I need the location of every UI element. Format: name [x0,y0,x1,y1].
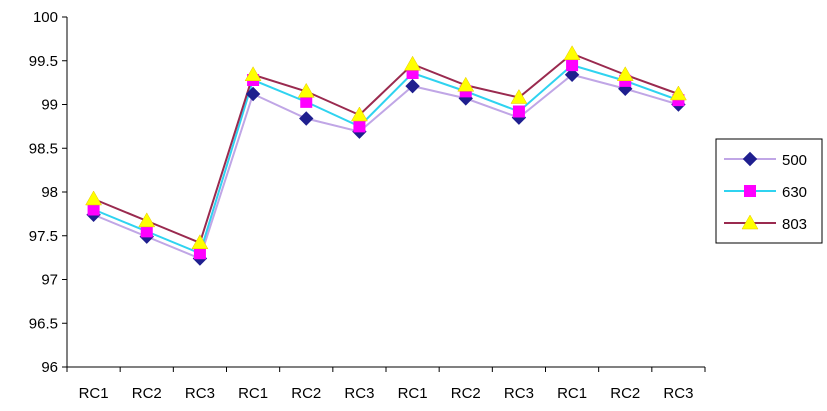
x-axis-tick-label: RC3 [504,385,534,402]
data-point-803 [563,45,581,60]
legend-label: 803 [782,216,807,233]
legend-item-500: 500 [724,151,807,169]
data-point-803 [191,234,209,249]
data-point-500 [564,67,580,82]
chart-legend: 500 630 803 [715,138,823,244]
data-point-500 [405,78,420,94]
y-axis-tick-label: 96 [41,359,58,376]
y-axis-tick-label: 98.5 [29,140,58,157]
y-axis-tick-label: 100 [33,9,58,26]
series-line-500 [93,73,679,260]
series-line-803 [93,52,679,245]
x-axis-tick-label: RC3 [185,385,215,402]
x-axis-tick-label: RC2 [451,385,481,402]
legend-marker-630 [744,185,756,197]
data-point-630 [353,120,366,133]
x-axis-tick-label: RC2 [291,385,321,402]
data-point-803 [457,76,475,92]
legend-marker-500 [742,151,758,167]
data-point-803 [350,106,368,122]
legend-label: 500 [782,152,807,169]
data-point-803 [510,88,528,104]
y-axis-tick-label: 96.5 [29,315,58,332]
data-point-803 [297,82,315,98]
series-markers [85,45,687,266]
legend-label: 630 [782,184,807,201]
data-point-803 [404,55,422,71]
x-axis-tick-label: RC1 [79,385,109,402]
legend-item-630: 630 [724,184,807,201]
x-axis-tick-label: RC3 [344,385,374,402]
y-axis-tick-label: 97 [41,272,58,289]
data-point-630 [512,105,525,118]
y-axis-tick-label: 97.5 [29,228,58,245]
x-axis-tick-label: RC2 [610,385,640,402]
data-point-630 [300,95,313,108]
series-lines [93,52,679,260]
data-point-630 [193,247,206,260]
chart-axes [62,16,706,372]
data-point-630 [140,225,153,238]
legend-marker-803 [741,214,759,230]
data-point-630 [566,59,579,72]
data-point-803 [244,66,262,81]
y-axis-tick-label: 99 [41,97,58,114]
series-line-630 [93,64,679,255]
x-axis-tick-labels: RC1 RC2 RC3 RC1 RC2 RC3 RC1 RC2 RC3 RC1 RC2 RC3 [79,385,694,402]
x-axis-tick-label: RC3 [663,385,693,402]
data-point-630 [87,203,100,216]
x-axis-tick-label: RC1 [557,385,587,402]
y-axis-tick-label: 98 [41,184,58,201]
data-point-500 [245,86,261,102]
x-axis-tick-label: RC2 [132,385,162,402]
data-point-803 [669,85,687,101]
y-axis-tick-label: 99.5 [29,53,58,70]
y-axis-tick-labels: 96 96.5 97 97.5 98 98.5 99 99.5 100 [29,9,58,376]
data-point-500 [299,111,314,126]
data-point-803 [138,212,156,228]
legend-item-803: 803 [724,214,807,233]
x-axis-tick-label: RC1 [238,385,268,402]
x-axis-tick-label: RC1 [398,385,428,402]
data-point-803 [616,66,634,81]
data-point-803 [85,190,103,206]
